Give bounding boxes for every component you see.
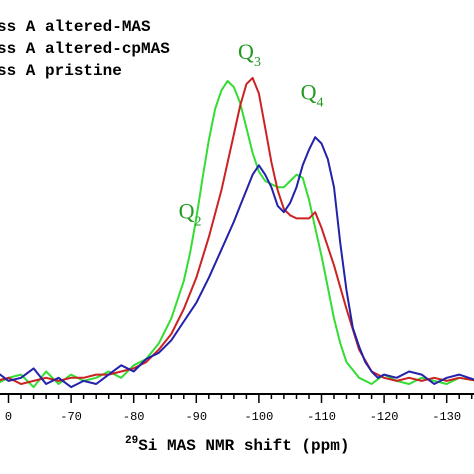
series-line-1	[0, 136, 474, 389]
x-tick-label: -110	[307, 410, 336, 424]
series-line-3	[0, 80, 474, 389]
peak-label-subscript: 2	[195, 214, 202, 229]
peak-label-q2: Q2	[179, 198, 202, 229]
legend-entry-2: ss A altered-cpMAS	[0, 40, 170, 58]
peak-label-q4: Q4	[301, 80, 324, 111]
legend-entry-1: ss A altered-MAS	[0, 18, 151, 36]
legend: ss A altered-MAS ss A altered-cpMAS ss A p…	[0, 18, 170, 80]
x-tick-label: -130	[432, 410, 461, 424]
x-axis-title-text: Si MAS NMR shift (ppm)	[138, 437, 349, 455]
peak-label-subscript: 3	[254, 55, 261, 70]
x-tick-label: -120	[370, 410, 399, 424]
x-tick-label: -70	[60, 410, 82, 424]
peak-label-subscript: 4	[317, 96, 324, 111]
x-axis-title: 29Si MAS NMR shift (ppm)	[125, 435, 349, 455]
peak-label-letter: Q	[179, 198, 195, 223]
x-axis: 0 -70 -80 -90 -100 -110 -120 -130	[0, 393, 474, 424]
peak-label-q3: Q3	[238, 39, 261, 70]
x-tick-label: -90	[185, 410, 207, 424]
x-axis-title-superscript: 29	[125, 435, 138, 447]
peak-label-letter: Q	[238, 39, 254, 64]
x-tick-label: 0	[5, 410, 12, 424]
plot-lines	[0, 76, 474, 389]
series-line-2	[0, 76, 474, 385]
legend-entry-3: ss A pristine	[0, 62, 122, 80]
x-tick-label: -100	[244, 410, 273, 424]
peak-label-letter: Q	[301, 80, 317, 105]
x-tick-label: -80	[123, 410, 145, 424]
